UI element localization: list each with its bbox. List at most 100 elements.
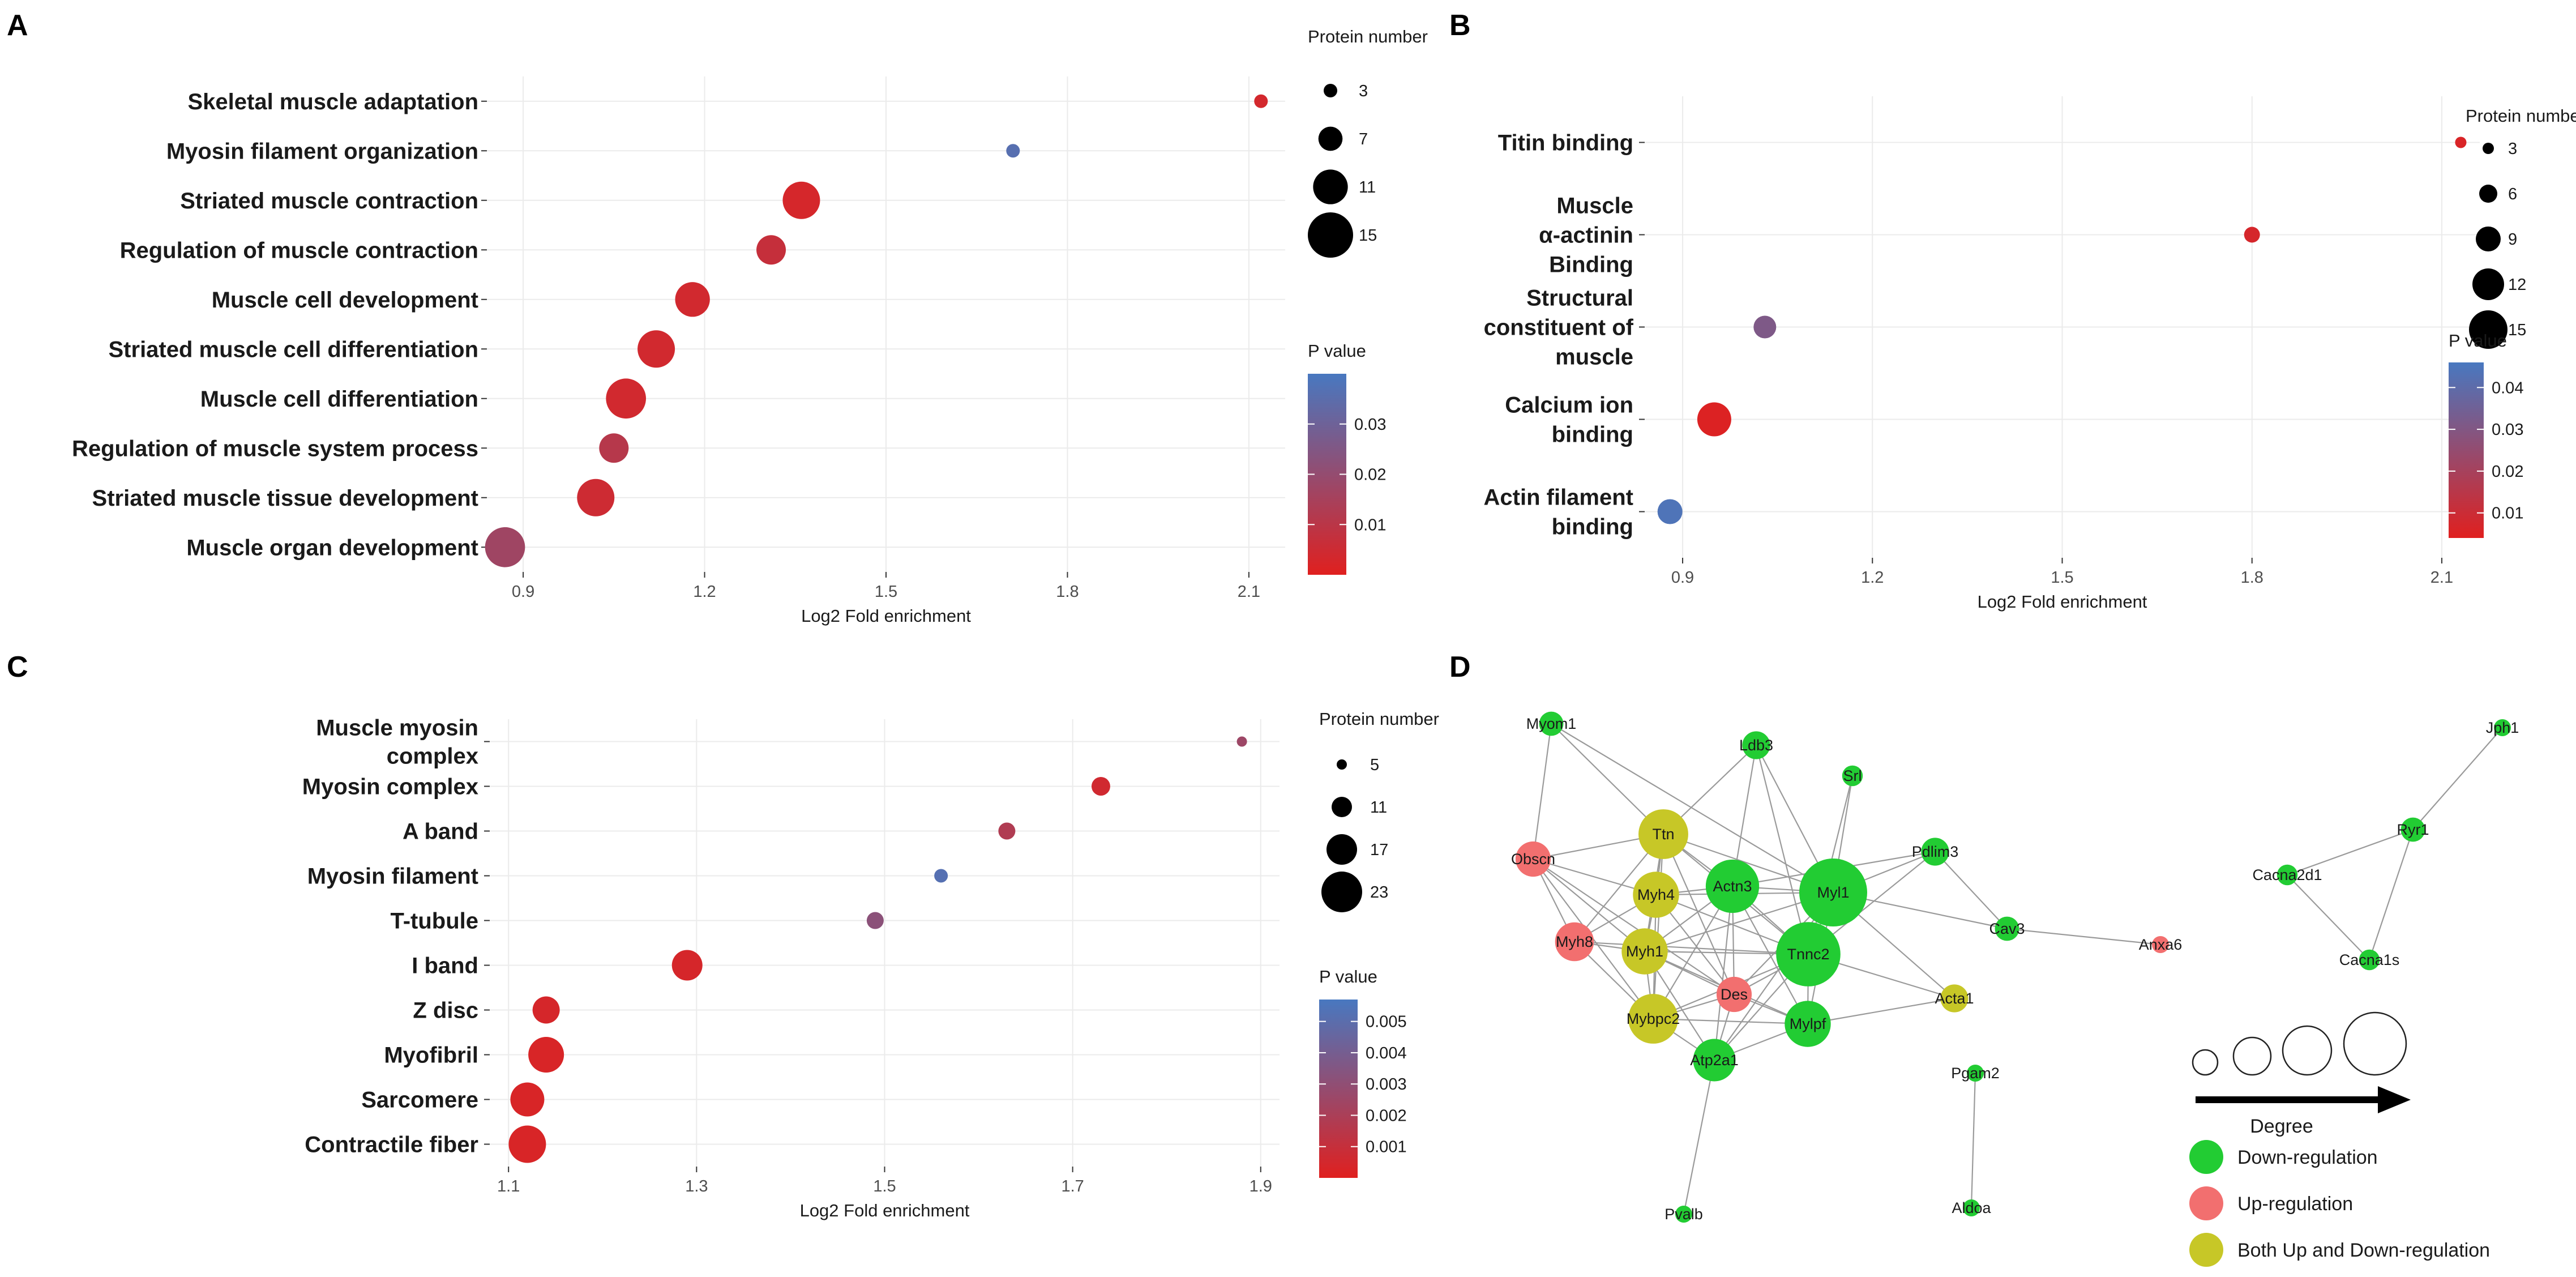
network-node (1539, 711, 1564, 736)
network-edge (1970, 1073, 1976, 1208)
color-legend-title: P value (2449, 331, 2507, 351)
category-label: binding (1552, 515, 1633, 540)
category-label: Regulation of muscle system process (72, 436, 478, 461)
data-point (577, 479, 615, 516)
x-tick-label: 1.1 (497, 1177, 520, 1195)
data-point (2244, 227, 2260, 243)
network-legend-label: Up-regulation (2237, 1193, 2353, 1215)
size-legend-label: 15 (2508, 321, 2526, 339)
category-label: Myosin filament organization (166, 139, 478, 164)
size-legend-title: Protein number (1319, 709, 1439, 729)
network-edge (2412, 727, 2503, 830)
node-label: Myh4 (1637, 886, 1675, 903)
size-legend-dot (1337, 759, 1347, 770)
size-legend-title: Protein number (2466, 106, 2576, 126)
data-point (782, 181, 820, 219)
network-node (1940, 984, 1969, 1013)
data-point (532, 996, 560, 1024)
category-label: Regulation of muscle contraction (120, 238, 478, 263)
size-legend-dot (1318, 126, 1343, 151)
network-edge (1574, 941, 1809, 955)
data-point (637, 330, 675, 368)
size-legend-label: 3 (1359, 82, 1368, 100)
color-bar (2449, 362, 2484, 538)
node-label: Tnnc2 (1787, 946, 1829, 963)
size-legend-label: 3 (2508, 140, 2517, 158)
degree-legend-label: Degree (2250, 1116, 2313, 1137)
network-node (1776, 922, 1841, 986)
network-node (1705, 859, 1760, 913)
color-bar-label: 0.002 (1366, 1107, 1407, 1125)
panel-label-a: A (7, 9, 28, 42)
x-tick-label: 1.9 (1250, 1177, 1272, 1195)
category-label: Calcium ion (1505, 393, 1633, 418)
data-point (756, 235, 786, 265)
x-tick-label: 1.8 (1056, 583, 1079, 601)
category-label: Myofibril (384, 1043, 478, 1068)
category-label: Myosin complex (302, 775, 478, 800)
category-label: Myosin filament (307, 864, 478, 889)
size-legend-dot (1321, 872, 1362, 912)
data-point (2455, 136, 2467, 148)
category-label: Muscle myosin (316, 716, 478, 741)
category-label: T-tubule (390, 909, 478, 934)
category-label: binding (1552, 422, 1633, 447)
network-node (2400, 817, 2425, 842)
category-label: Actin filament (1484, 485, 1633, 510)
size-legend-label: 11 (1370, 798, 1387, 817)
x-tick-label: 1.5 (873, 1177, 896, 1195)
category-label: Sarcomere (361, 1088, 478, 1113)
category-label: Binding (1549, 253, 1633, 277)
size-legend-dot (2476, 227, 2501, 251)
panel-label-c: C (7, 651, 28, 684)
network-node (1515, 841, 1551, 877)
size-legend-dot (1308, 212, 1353, 258)
category-label: Striated muscle contraction (180, 189, 478, 213)
x-axis-title: Log2 Fold enrichment (801, 606, 971, 626)
network-node (1555, 922, 1594, 962)
size-legend-dot (2472, 268, 2504, 300)
size-legend-dot (2483, 143, 2494, 154)
size-legend-label: 15 (1359, 227, 1377, 245)
data-point (866, 912, 884, 929)
data-point (528, 1037, 564, 1073)
network-edge (2368, 829, 2414, 960)
data-point (1254, 94, 1268, 108)
data-point (1657, 499, 1683, 524)
node-label: Jph1 (2486, 719, 2519, 736)
x-tick-label: 1.2 (1861, 569, 1884, 587)
data-point (508, 1125, 546, 1163)
network-edge (1714, 892, 1834, 1061)
x-tick-label: 1.7 (1061, 1177, 1084, 1195)
size-legend-label: 23 (1370, 883, 1388, 902)
network-node (1842, 765, 1863, 787)
network-node (1633, 872, 1679, 918)
degree-legend-circle (2192, 1049, 2219, 1076)
network-node (1785, 1001, 1831, 1047)
category-label: Muscle cell differentiation (200, 387, 478, 412)
network-node (1621, 928, 1668, 975)
node-label: Pdlim3 (1912, 843, 1959, 860)
category-label: Z disc (413, 998, 478, 1023)
color-bar-label: 0.01 (2492, 505, 2523, 523)
network-node (2277, 864, 2298, 886)
network-edge (1532, 723, 1552, 860)
size-legend-label: 5 (1370, 756, 1379, 774)
size-legend-dot (1326, 834, 1357, 865)
category-label: α-actinin (1539, 223, 1633, 248)
network-node (1716, 976, 1752, 1013)
data-point (599, 433, 629, 463)
x-tick-label: 2.1 (2430, 569, 2453, 587)
network-node (2152, 936, 2169, 953)
color-bar-label: 0.03 (1354, 416, 1386, 434)
size-legend-label: 6 (2508, 185, 2517, 203)
x-tick-label: 0.9 (1671, 569, 1694, 587)
x-tick-label: 0.9 (512, 583, 534, 601)
network-node (1921, 838, 1949, 866)
category-label: Skeletal muscle adaptation (187, 89, 478, 114)
node-label: Pvalb (1664, 1206, 1703, 1223)
category-label: Titin binding (1498, 131, 1633, 156)
network-edge (1807, 997, 1955, 1025)
data-point (1006, 144, 1020, 158)
